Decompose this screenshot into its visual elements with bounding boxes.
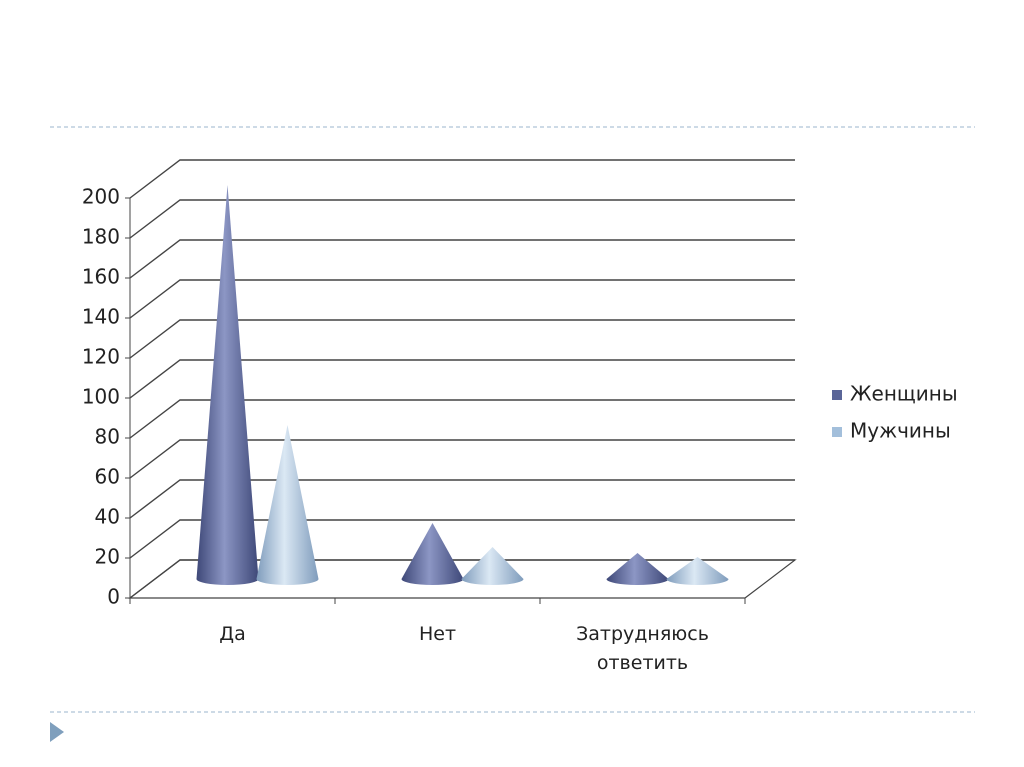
cone: [196, 185, 259, 585]
cone-part: [401, 523, 464, 585]
cone: [256, 425, 319, 585]
legend-swatch: [832, 390, 842, 400]
cone-part: [666, 557, 729, 585]
grid-line: [129, 159, 795, 199]
grid-line: [129, 399, 795, 439]
grid-line: [129, 199, 795, 239]
grid-line: [129, 519, 795, 559]
cone: [606, 553, 669, 585]
legend-swatch: [832, 427, 842, 437]
grid-line: [129, 479, 795, 519]
x-tick-label: Нет: [418, 623, 457, 645]
bullet: [50, 722, 64, 742]
y-tick-label: 160: [82, 265, 120, 289]
y-tick-label: 180: [82, 225, 120, 249]
y-tick-label: 0: [107, 585, 120, 609]
y-tick-label: 60: [95, 465, 120, 489]
y-tick-label: 20: [95, 545, 120, 569]
grid-line: [129, 319, 795, 359]
legend-label: Мужчины: [850, 419, 951, 443]
y-tick-label: 200: [82, 185, 120, 209]
grid-line: [129, 559, 795, 599]
cone-part: [256, 425, 319, 585]
cone: [666, 557, 729, 585]
grid-line: [129, 279, 795, 319]
x-tick-label: Затрудняюсь ответить: [576, 623, 709, 674]
cone-part: [196, 185, 259, 585]
y-tick-label: 100: [82, 385, 120, 409]
y-tick-label: 40: [95, 505, 120, 529]
grid-line: [129, 359, 795, 399]
cone: [461, 547, 524, 585]
grid-line: [129, 239, 795, 279]
y-tick-label: 140: [82, 305, 120, 329]
cone-part: [461, 547, 524, 585]
cone-part: [606, 553, 669, 585]
cone: [401, 523, 464, 585]
grid-line: [129, 439, 795, 479]
y-tick-label: 120: [82, 345, 120, 369]
y-tick-label: 80: [95, 425, 120, 449]
x-tick-label: Да: [219, 623, 246, 645]
legend-label: Женщины: [850, 382, 958, 406]
